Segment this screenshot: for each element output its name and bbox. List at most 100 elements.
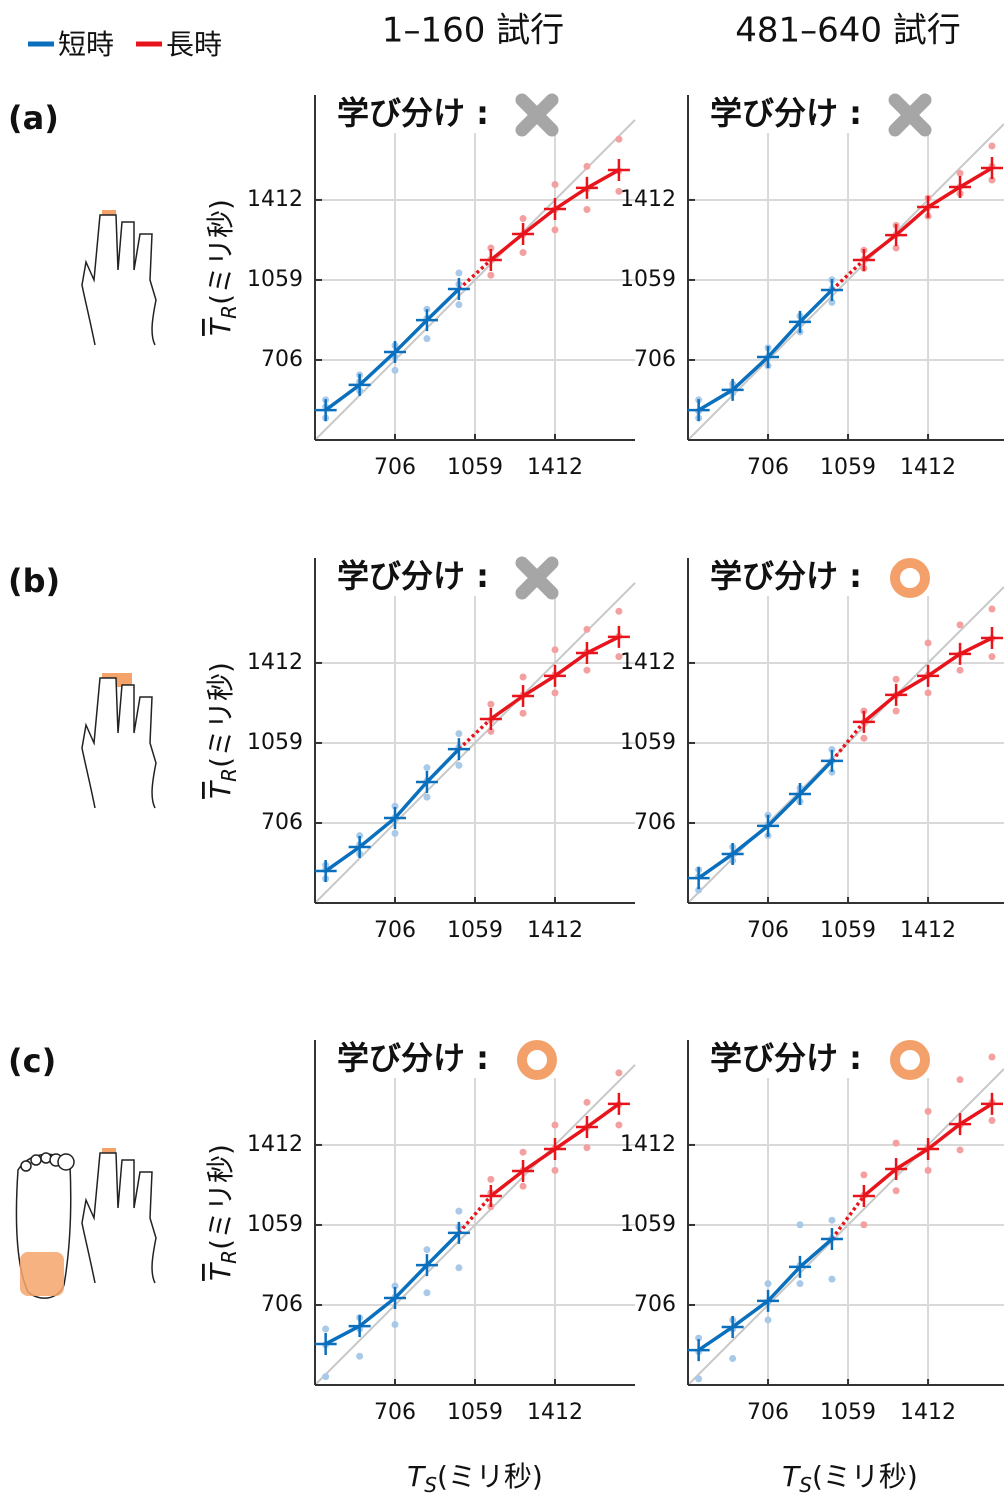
y-tick-label: 1059 (620, 267, 676, 292)
x-axis-label: TS(ミリ秒) (782, 1460, 918, 1497)
y-axis-label: TR(ミリ秒) (204, 1144, 241, 1281)
trial-dot (957, 667, 964, 674)
trial-dot (957, 1076, 964, 1083)
x-tick-label: 1059 (447, 455, 503, 480)
y-tick-label: 1059 (247, 267, 303, 292)
trial-dot (729, 1355, 736, 1362)
x-tick-label: 706 (747, 918, 789, 943)
trial-dot (583, 206, 590, 213)
trial-dot (520, 674, 527, 681)
trial-dot (765, 1316, 772, 1323)
trial-dot (860, 1171, 867, 1178)
mean-cross (315, 860, 337, 882)
y-tick-label: 1412 (247, 1132, 303, 1157)
trial-dot (796, 1280, 803, 1287)
trial-dot (695, 1375, 702, 1382)
trial-dot (583, 163, 590, 170)
trial-dot (322, 1373, 329, 1380)
axis-unit: (ミリ秒) (204, 1144, 237, 1250)
figure: 1–160 試行 481–640 試行 (a) (b) (c) 短時長時7061… (0, 0, 1004, 1501)
legend-label: 短時 (58, 28, 114, 61)
x-tick-label: 1059 (820, 455, 876, 480)
x-tick-label: 1412 (527, 918, 583, 943)
trial-dot (520, 249, 527, 256)
mean-cross (688, 399, 710, 421)
y-tick-label: 1412 (247, 650, 303, 675)
axis-sub: R (217, 768, 241, 782)
axis-sub: S (424, 1473, 437, 1497)
trial-dot (925, 1167, 932, 1174)
mean-cross (917, 665, 939, 687)
x-axis-label: TS(ミリ秒) (407, 1460, 543, 1497)
y-tick-label: 706 (634, 810, 676, 835)
x-tick-label: 1412 (900, 1400, 956, 1425)
y-tick-label: 1059 (620, 730, 676, 755)
trial-dot (423, 794, 430, 801)
trial-dot (583, 626, 590, 633)
trial-dot (552, 689, 559, 696)
x-tick-label: 1412 (527, 455, 583, 480)
mean-line (326, 289, 459, 410)
annotation-text: 学び分け : (337, 1039, 489, 1077)
y-axis-label: TR(ミリ秒) (204, 662, 241, 799)
x-tick-label: 706 (374, 455, 416, 480)
trial-dot (860, 1221, 867, 1228)
mean-cross (480, 708, 502, 730)
y-tick-label: 1412 (620, 187, 676, 212)
trial-dot (583, 1144, 590, 1151)
trial-dot (423, 1246, 430, 1253)
x-tick-label: 1059 (447, 918, 503, 943)
trial-dot (520, 1183, 527, 1190)
x-tick-label: 1412 (900, 918, 956, 943)
trial-dot (988, 653, 995, 660)
mean-cross (981, 1093, 1003, 1115)
trial-dot (552, 1122, 559, 1129)
trial-dot (988, 143, 995, 150)
trial-dot (520, 215, 527, 222)
y-tick-label: 1059 (247, 1212, 303, 1237)
trial-dot (455, 1208, 462, 1215)
trial-dot (615, 1122, 622, 1129)
x-tick-label: 1412 (900, 455, 956, 480)
x-tick-label: 1412 (527, 1400, 583, 1425)
learned-mark (522, 1045, 552, 1075)
mean-cross (949, 643, 971, 665)
mean-line (699, 290, 832, 410)
trial-dot (893, 676, 900, 683)
y-tick-label: 706 (261, 347, 303, 372)
trial-dot (552, 181, 559, 188)
trial-dot (455, 269, 462, 276)
trial-dot (615, 1069, 622, 1076)
mean-cross (608, 159, 630, 181)
trial-dot (552, 226, 559, 233)
y-tick-label: 706 (634, 1292, 676, 1317)
learned-mark (895, 1045, 925, 1075)
trial-dot (583, 1099, 590, 1106)
x-tick-label: 1059 (820, 1400, 876, 1425)
trial-dot (925, 1108, 932, 1115)
trial-dot (487, 1176, 494, 1183)
row-label: (a) (8, 99, 59, 137)
trial-dot (322, 1326, 329, 1333)
trial-dot (925, 689, 932, 696)
trial-dot (988, 606, 995, 613)
column-title: 1–160 試行 (382, 11, 564, 51)
trial-dot (356, 1353, 363, 1360)
axis-unit: (ミリ秒) (812, 1460, 918, 1493)
trial-dot (765, 1280, 772, 1287)
mean-cross (544, 665, 566, 687)
mean-line (326, 1233, 459, 1344)
trial-dot (455, 762, 462, 769)
trial-dot (893, 1140, 900, 1147)
annotation-text: 学び分け : (710, 94, 862, 132)
row-label: (c) (8, 1042, 56, 1080)
y-tick-label: 706 (634, 347, 676, 372)
mean-cross (981, 627, 1003, 649)
y-tick-label: 1059 (247, 730, 303, 755)
trial-dot (860, 735, 867, 742)
legend-label: 長時 (166, 28, 222, 61)
mean-line (699, 1239, 832, 1350)
trial-dot (392, 1321, 399, 1328)
x-tick-label: 1059 (820, 918, 876, 943)
axis-unit: (ミリ秒) (204, 662, 237, 768)
